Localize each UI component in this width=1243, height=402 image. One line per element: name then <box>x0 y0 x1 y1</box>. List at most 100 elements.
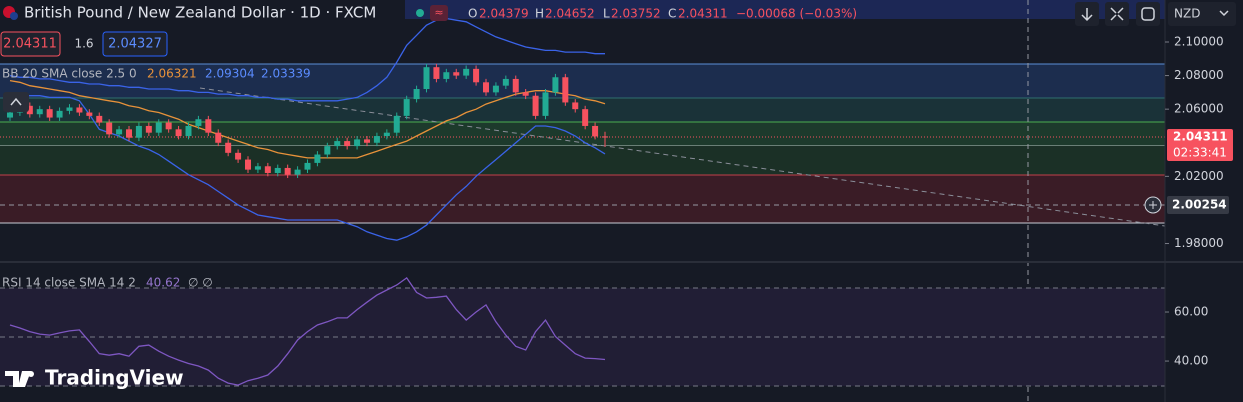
candle-body <box>562 77 569 103</box>
candle-body <box>86 112 93 116</box>
bid[interactable]: 2.04311 <box>3 37 57 52</box>
dropdown-arrow <box>1219 10 1229 17</box>
watermark: TradingView <box>45 366 184 390</box>
screenshot-icon <box>1141 7 1155 21</box>
currency-dropdown[interactable] <box>1168 2 1236 26</box>
candle-body <box>532 95 539 116</box>
candle-body <box>463 68 470 76</box>
indicator-value: ∅ ∅ <box>188 276 213 290</box>
indicator-label: RSI 14 close SMA 14 2 <box>2 276 136 290</box>
y-tick-label: 2.02000 <box>1174 169 1224 183</box>
status-icon <box>430 5 448 21</box>
candle-body <box>26 105 33 115</box>
ohlc-letter: C <box>668 7 676 21</box>
candle-body <box>373 136 380 143</box>
candle-body <box>274 167 281 173</box>
buy-button[interactable] <box>102 31 168 57</box>
fullscreen-button[interactable] <box>1105 2 1129 26</box>
candle-body <box>483 82 489 93</box>
collapse-button[interactable] <box>3 92 29 112</box>
candle-body <box>433 67 440 79</box>
logo-icon <box>5 371 31 387</box>
candle-body <box>205 119 212 133</box>
crosshair-price-box <box>1167 196 1229 214</box>
candle-body <box>522 92 529 96</box>
candle-body <box>572 102 579 110</box>
candle-body <box>542 92 549 116</box>
candle-body <box>512 78 519 93</box>
line-series <box>9 79 606 159</box>
candle-body <box>116 129 123 135</box>
symbol-title: British Pound / New Zealand Dollar · 1D … <box>24 4 376 22</box>
candle-body <box>304 162 311 170</box>
trend-line <box>199 87 1166 227</box>
zone <box>0 146 1165 175</box>
candle-body <box>383 132 390 137</box>
candle-body <box>245 159 251 170</box>
candle-body <box>264 166 271 173</box>
spread: 1.6 <box>74 37 93 51</box>
ask[interactable]: 2.04327 <box>108 37 162 52</box>
logo-icon <box>28 371 34 377</box>
candle-body <box>602 136 608 138</box>
candle-body <box>46 109 53 118</box>
candle-body <box>126 129 132 138</box>
countdown: 02:33:41 <box>1173 146 1227 160</box>
candle-body <box>354 139 361 147</box>
candle-body <box>165 122 172 130</box>
scroll-icon <box>1081 8 1093 22</box>
ohlc-value: 2.03752 <box>611 7 661 21</box>
candle-body <box>364 139 370 143</box>
indicator-value: 40.62 <box>146 276 180 290</box>
indicator-value: 2.09304 <box>205 67 255 81</box>
candle-body <box>284 167 291 175</box>
candle-body <box>215 132 222 143</box>
ohlc-value: 2.04652 <box>545 7 595 21</box>
zone <box>0 175 1165 223</box>
crosshair-add-icon <box>1149 201 1157 209</box>
candle-body <box>552 77 559 93</box>
candle-body <box>473 68 480 83</box>
candle-body <box>195 119 202 126</box>
candle-body <box>582 109 589 126</box>
zone <box>405 0 1165 19</box>
indicator-label: BB 20 SMA close 2.5 0 <box>2 67 137 81</box>
candle-body <box>592 125 599 137</box>
y-tick-label: 1.98000 <box>1174 236 1224 250</box>
y-tick-label: 2.06000 <box>1174 102 1224 116</box>
screenshot-button[interactable] <box>1136 2 1160 26</box>
ohlc-letter: H <box>535 7 544 21</box>
candle-body <box>235 152 242 160</box>
zone <box>0 64 1165 98</box>
candle-body <box>145 125 152 133</box>
status-icon-glyph: ≈ <box>434 6 443 19</box>
candle-body <box>135 125 142 138</box>
candle-body <box>66 107 73 111</box>
candle-body <box>492 85 499 93</box>
candle-body <box>453 72 460 76</box>
candle-body <box>225 142 232 153</box>
candle-body <box>502 78 509 86</box>
candle-body <box>56 110 63 118</box>
candle-body <box>185 125 192 137</box>
indicator-value: 2.06321 <box>147 67 197 81</box>
candle-body <box>36 109 43 115</box>
candle-body <box>334 141 341 147</box>
ohlc-letter: L <box>603 7 610 21</box>
candle-body <box>254 166 261 170</box>
indicator-value: 2.03339 <box>261 67 311 81</box>
sell-button[interactable] <box>0 31 61 57</box>
last-price: 2.04311 <box>1173 130 1228 144</box>
candle-body <box>96 115 103 123</box>
y-tick-label: 2.10000 <box>1174 34 1224 48</box>
plot <box>7 17 608 386</box>
candle-body <box>413 89 420 100</box>
candle-body <box>393 115 400 133</box>
crosshair-price: 2.00254 <box>1172 198 1227 212</box>
y-tick-label: 40.00 <box>1174 354 1208 368</box>
last-price-box <box>1167 129 1233 161</box>
currency[interactable]: NZD <box>1174 7 1200 21</box>
candle-body <box>76 107 83 113</box>
